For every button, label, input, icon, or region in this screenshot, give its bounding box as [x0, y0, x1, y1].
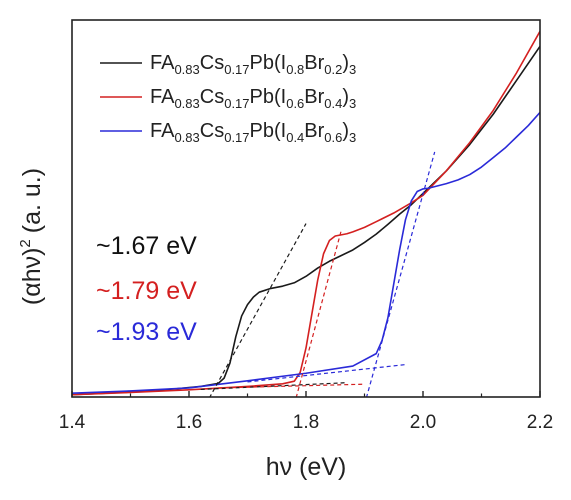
x-axis-title: hν (eV): [266, 453, 347, 481]
x-tick-label-5: 2.2: [527, 412, 553, 433]
tangent-line-6: [247, 363, 406, 383]
tangent-line-1: [209, 223, 307, 397]
bandgap-annotation-3: ~1.93 eV: [96, 318, 197, 346]
x-ticks-layer: 1.4 1.6 1.8 2.0 2.2: [59, 391, 553, 433]
bandgap-annotation-1: ~1.67 eV: [96, 232, 197, 260]
x-tick-label-1: 1.4: [59, 412, 86, 433]
tangent-line-4: [218, 383, 365, 389]
series-line-3: [72, 111, 540, 395]
tangent-lines-layer: [200, 151, 436, 397]
series-line-2: [72, 30, 540, 396]
legend-label-2: FA0.83Cs0.17Pb(I0.6Br0.4)3: [150, 86, 356, 111]
x-tick-label-4: 2.0: [410, 412, 436, 433]
tangent-line-2: [200, 382, 347, 391]
legend-label-1: FA0.83Cs0.17Pb(I0.8Br0.2)3: [150, 52, 356, 77]
bandgap-annotations: ~1.67 eV ~1.79 eV ~1.93 eV: [96, 232, 197, 346]
x-tick-label-2: 1.6: [176, 412, 202, 433]
y-axis-title: (αhν)2 (a. u.): [17, 168, 46, 305]
bandgap-annotation-2: ~1.79 eV: [96, 277, 197, 305]
y-axis-title-main: (αhν): [18, 248, 46, 306]
tangent-line-5: [365, 151, 436, 397]
x-tick-label-3: 1.8: [293, 412, 319, 433]
legend: FA0.83Cs0.17Pb(I0.8Br0.2)3 FA0.83Cs0.17Pb…: [100, 52, 356, 145]
tangent-line-3: [295, 230, 342, 397]
legend-label-3: FA0.83Cs0.17Pb(I0.4Br0.6)3: [150, 120, 356, 145]
y-axis-title-superscript: 2: [17, 239, 34, 247]
y-axis-title-unit: (a. u.): [18, 168, 46, 233]
